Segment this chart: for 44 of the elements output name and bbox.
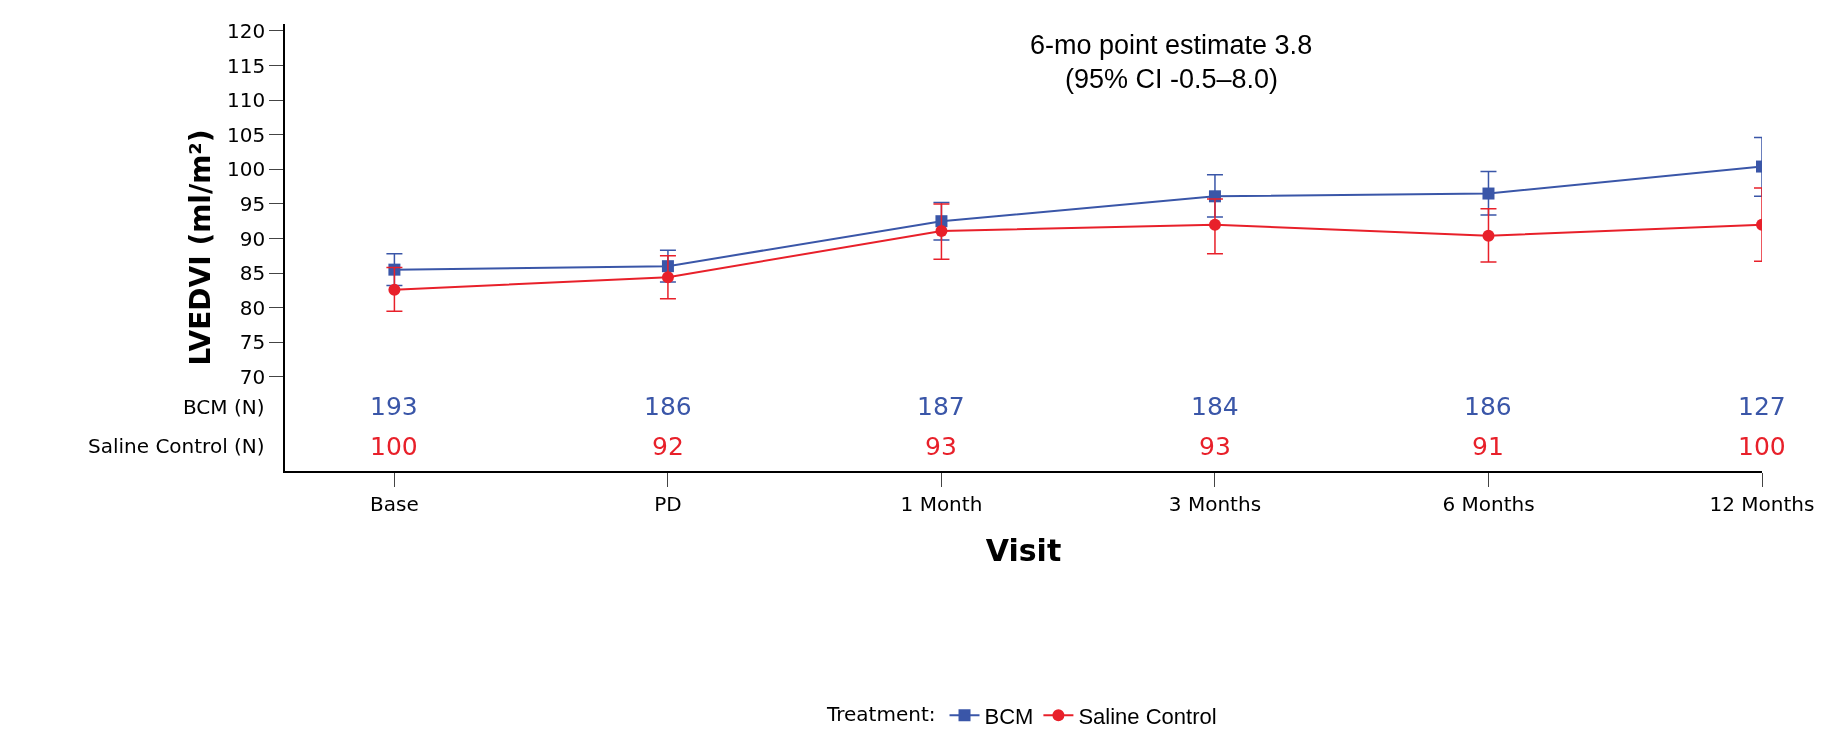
annotation: 92 [652, 432, 684, 461]
y-tick-label: 85 [239, 261, 266, 286]
point [1482, 187, 1495, 200]
annotation: 184 [1191, 392, 1239, 421]
annotation: 193 [370, 392, 418, 421]
x-tick-label: 6 Months [1442, 491, 1535, 516]
text: BCM (N) [183, 395, 265, 419]
y-axis-title: LVEDVI (ml/m²) [184, 129, 218, 366]
y-tick-label: 70 [239, 364, 266, 389]
annotation: 186 [644, 392, 692, 421]
y-tick-label: 110 [227, 88, 266, 113]
annotation: 6-mo point estimate 3.8 [1030, 30, 1313, 60]
annotation: (95% CI -0.5–8.0) [1065, 64, 1279, 94]
annotation: 93 [1199, 432, 1231, 461]
x-tick-label: 3 Months [1168, 491, 1262, 516]
y-tick-label: 75 [239, 330, 266, 355]
annotation: 91 [1472, 432, 1504, 461]
x-tick-label: 12 Months [1709, 491, 1815, 516]
annotation: 100 [370, 432, 418, 461]
annotation: 93 [925, 432, 957, 461]
point [388, 283, 401, 296]
y-tick-label: 90 [239, 226, 266, 251]
y-tick-label: 120 [227, 18, 266, 43]
point [935, 224, 948, 237]
point [661, 271, 674, 284]
y-tick-label: 80 [239, 295, 266, 320]
annotation: 186 [1464, 392, 1512, 421]
annotation: 100 [1738, 432, 1786, 461]
x-axis-title: Visit [985, 532, 1062, 568]
annotation: 127 [1738, 392, 1786, 421]
text: Saline Control (N) [88, 434, 265, 458]
x-tick-label: Base [370, 491, 419, 516]
legend-title: Treatment: [826, 701, 936, 726]
point [1482, 229, 1495, 242]
x-tick-label: PD [654, 491, 682, 516]
legend-label: BCM [984, 703, 1034, 729]
point [1208, 218, 1221, 231]
y-tick-label: 105 [227, 122, 266, 147]
y-tick-label: 100 [227, 157, 266, 182]
y-tick-label: 115 [227, 53, 266, 78]
annotation: 187 [917, 392, 965, 421]
legend-label: Saline Control [1078, 703, 1217, 729]
y-tick-label: 95 [239, 191, 266, 216]
x-tick-label: 1 Month [900, 491, 983, 516]
